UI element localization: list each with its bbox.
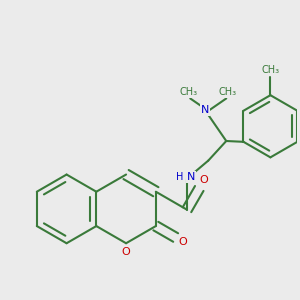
Text: H: H: [176, 172, 184, 182]
Text: CH₃: CH₃: [219, 87, 237, 97]
Text: CH₃: CH₃: [261, 65, 280, 75]
Text: N: N: [201, 105, 209, 115]
Text: O: O: [200, 175, 208, 185]
Text: O: O: [178, 237, 187, 247]
Text: O: O: [122, 248, 130, 257]
Text: N: N: [187, 172, 195, 182]
Text: CH₃: CH₃: [180, 87, 198, 97]
